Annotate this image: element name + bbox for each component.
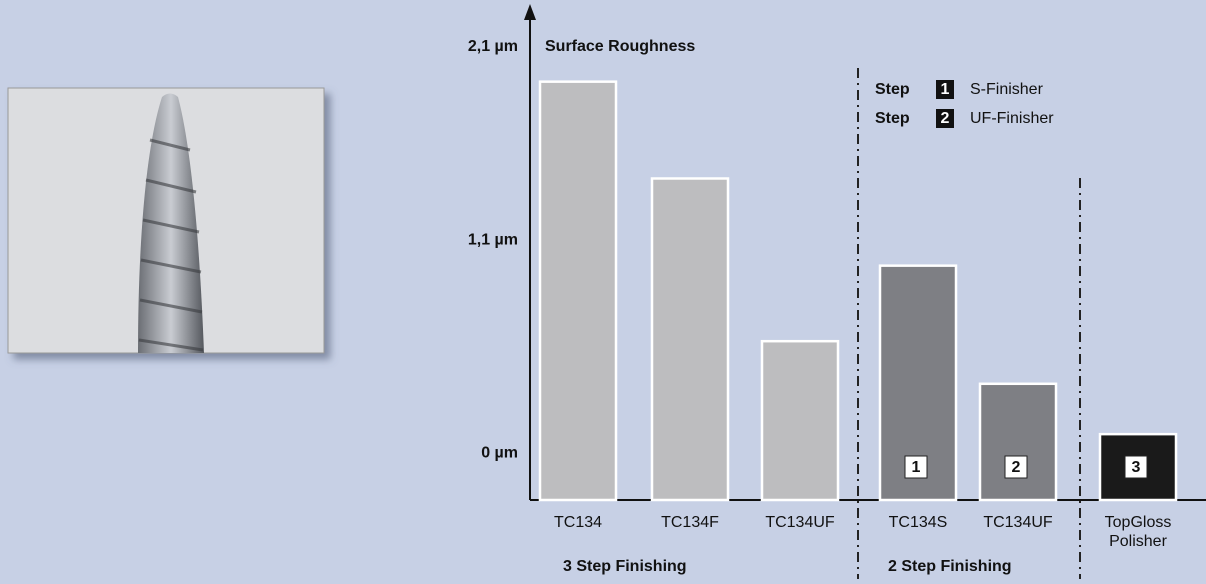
bar <box>540 82 616 500</box>
x-label-box: TC134S <box>860 513 976 563</box>
chart: Surface Roughness 3 Step Finishing 2 Ste… <box>0 0 1206 579</box>
x-label-box: TC134UF <box>742 513 858 563</box>
step-badge-label: 1 <box>912 459 921 476</box>
legend-number: 1 <box>941 81 950 98</box>
legend-text: UF-Finisher <box>970 110 1054 127</box>
y-tick-label: 2,1 µm <box>468 38 518 55</box>
x-label-box: TC134 <box>520 513 636 563</box>
x-tick-label: TC134UF <box>742 513 858 532</box>
x-tick-label: TC134UF <box>960 513 1076 532</box>
step-badge-label: 3 <box>1132 459 1141 476</box>
photo <box>8 88 324 353</box>
x-tick-label: TC134 <box>520 513 636 532</box>
bar <box>652 178 728 500</box>
bar <box>980 384 1056 500</box>
legend-step: Step <box>875 110 910 127</box>
bar <box>762 341 838 500</box>
x-tick-label: TC134S <box>860 513 976 532</box>
step-badge-label: 2 <box>1012 459 1021 476</box>
x-tick-label: TC134F <box>632 513 748 532</box>
y-axis-arrow <box>524 4 536 20</box>
legend-text: S-Finisher <box>970 81 1044 98</box>
x-label-box: TC134F <box>632 513 748 563</box>
chart-title: Surface Roughness <box>545 38 695 55</box>
x-label-box: TopGloss Polisher <box>1080 513 1196 563</box>
legend-step: Step <box>875 81 910 98</box>
y-tick-label: 0 µm <box>481 445 518 462</box>
page: Surface Roughness 3 Step Finishing 2 Ste… <box>0 0 1206 579</box>
x-tick-label: TopGloss Polisher <box>1098 513 1178 551</box>
legend-number: 2 <box>941 110 950 127</box>
x-label-box: TC134UF <box>960 513 1076 563</box>
y-tick-label: 1,1 µm <box>468 232 518 249</box>
